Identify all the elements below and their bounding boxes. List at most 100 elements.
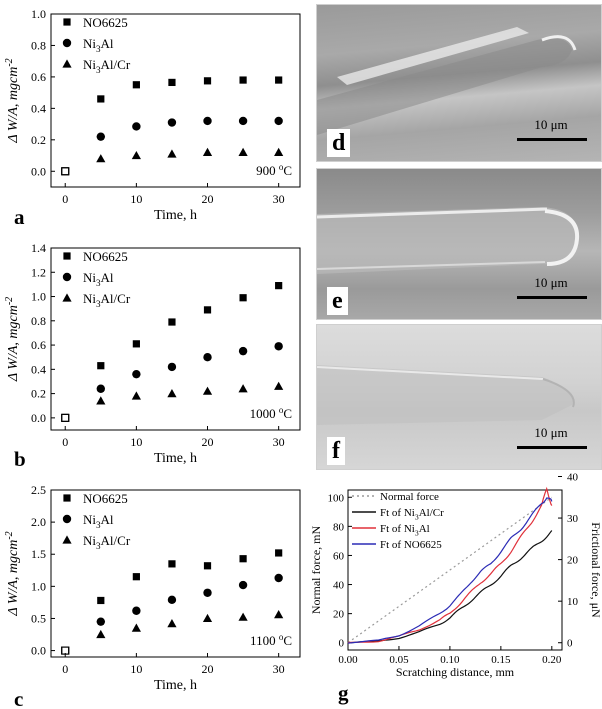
data-point-origin [61,413,70,422]
legend-label: NO6625 [83,15,128,30]
data-point-no6625 [97,95,105,103]
y-tick-label-left: 100 [328,492,345,504]
scratch-groove-d [317,27,577,136]
x-axis-label: Time, h [154,678,197,693]
y-tick-label-left: 60 [333,550,345,562]
data-point-ni3alcr [167,619,177,628]
y-tick-label: 0.2 [31,387,46,401]
legend-label: NO6625 [83,249,128,264]
data-point-no6625 [168,78,176,87]
y-tick-label: 2.5 [31,483,46,497]
scale-bar-label-d: 10 μm [534,117,568,132]
y-tick-label: 0.4 [31,101,46,115]
scratch-groove-e [317,207,580,274]
y-tick-label: 0.4 [31,362,46,376]
data-point-ni3alcr [238,612,248,621]
data-point-ni3alcr [131,150,141,160]
data-point-ni3al [96,384,106,393]
x-tick-label: 0.15 [491,654,511,666]
data-point-no6625 [132,81,140,89]
plot-frame [50,13,301,188]
legend-marker [63,252,71,260]
x-tick-label: 0.05 [389,654,409,666]
legend-label: Normal force [380,491,439,503]
y-tick-label: 1.0 [31,290,46,304]
data-point-ni3al [238,580,248,590]
data-point-ni3alcr [96,396,106,405]
scratch-groove-f [317,365,575,425]
y-axis-label-left: Normal force, mN [309,526,323,615]
x-tick-label: 0 [62,662,68,676]
y-tick-label: 0.5 [31,611,46,625]
y-tick-label-left: 0 [339,638,345,650]
legend-label: Ni3Al [83,512,114,530]
x-axis-label: Scratching distance, mm [396,665,515,679]
y-tick-label: 0.0 [31,644,46,658]
x-tick-label: 10 [130,435,142,449]
y-tick-label: 0.8 [31,38,46,52]
data-point-ni3al [167,362,177,372]
y-tick-label-left: 20 [333,609,345,621]
data-point-ni3al [203,116,212,126]
data-point-no6625 [203,562,212,570]
panel-letter-g: g [338,681,349,705]
data-point-no6625 [275,549,283,557]
chart-panel-c: 0.0 0.5 1.0 1.5 2.0 2.5 0 10 20 30 Time, h Δ W/A, m… [4,483,301,693]
chart-panel-g: 0 20 40 60 80 100 0 10 20 30 40 0.00 0.05 0.10 0.15 0.2… [309,471,602,679]
line-ft-of-no6625 [347,497,553,644]
y-tick-label: 0.0 [31,164,46,178]
y-tick-label: 1.5 [31,547,46,561]
data-point-no6625 [239,294,247,302]
y-tick-label-right: 40 [567,471,579,483]
data-point-ni3alcr [96,629,106,639]
legend-label: Ni3Al/Cr [83,533,131,551]
y-tick-label: 1.0 [31,579,46,593]
x-tick-label: 30 [273,192,285,206]
panel-letter-c: c [14,687,23,709]
x-tick-label: 0 [62,435,68,449]
x-tick-label: 0 [62,192,68,206]
data-point-ni3al [274,342,283,351]
y-tick-label: 0.0 [31,411,46,425]
x-tick-label: 30 [273,435,285,449]
data-point-no6625 [97,362,105,370]
data-point-ni3alcr [274,381,284,390]
y-axis-label-right: Frictional force, μN [589,522,602,618]
data-point-no6625 [168,318,176,326]
data-point-no6625 [239,555,247,563]
x-axis-label: Time, h [154,208,197,223]
y-tick-label: 1.2 [31,265,46,279]
sem-image-e: e 10 μm [316,168,602,320]
data-point-ni3al [238,346,248,356]
data-point-origin [61,646,70,655]
scale-bar-f [517,446,587,449]
data-point-ni3al [274,116,283,126]
y-axis-label: Δ W/A, mgcm-2 [4,58,21,143]
data-point-no6625 [97,596,105,605]
y-tick-label-left: 40 [333,580,345,592]
y-axis-label: Δ W/A, mgcm-2 [4,297,21,382]
legend-marker [62,535,72,544]
scale-bar-label-f: 10 μm [534,425,568,440]
temperature-annotation: 1000 oC [250,405,292,421]
x-tick-label: 0.10 [440,654,460,666]
data-point-ni3alcr [238,384,248,393]
temperature-annotation: 900 oC [256,162,292,178]
data-point-no6625 [132,573,140,581]
data-point-ni3al [96,617,106,626]
data-point-ni3al [96,132,106,141]
legend-marker [62,514,72,524]
legend-label: Ni3Al/Cr [83,57,131,75]
y-tick-label-right: 20 [567,555,579,567]
panel-letter-b: b [14,447,26,471]
x-tick-label: 0.20 [542,654,562,666]
x-tick-label: 20 [202,192,214,206]
plot-frame [50,247,301,431]
panel-letter-d: d [327,129,351,157]
data-point-ni3alcr [167,389,177,398]
data-point-no6625 [275,76,283,84]
y-axis-label: Δ W/A, mgcm-2 [4,531,21,616]
x-tick-label: 20 [202,662,214,676]
y-tick-label-right: 0 [567,638,573,650]
